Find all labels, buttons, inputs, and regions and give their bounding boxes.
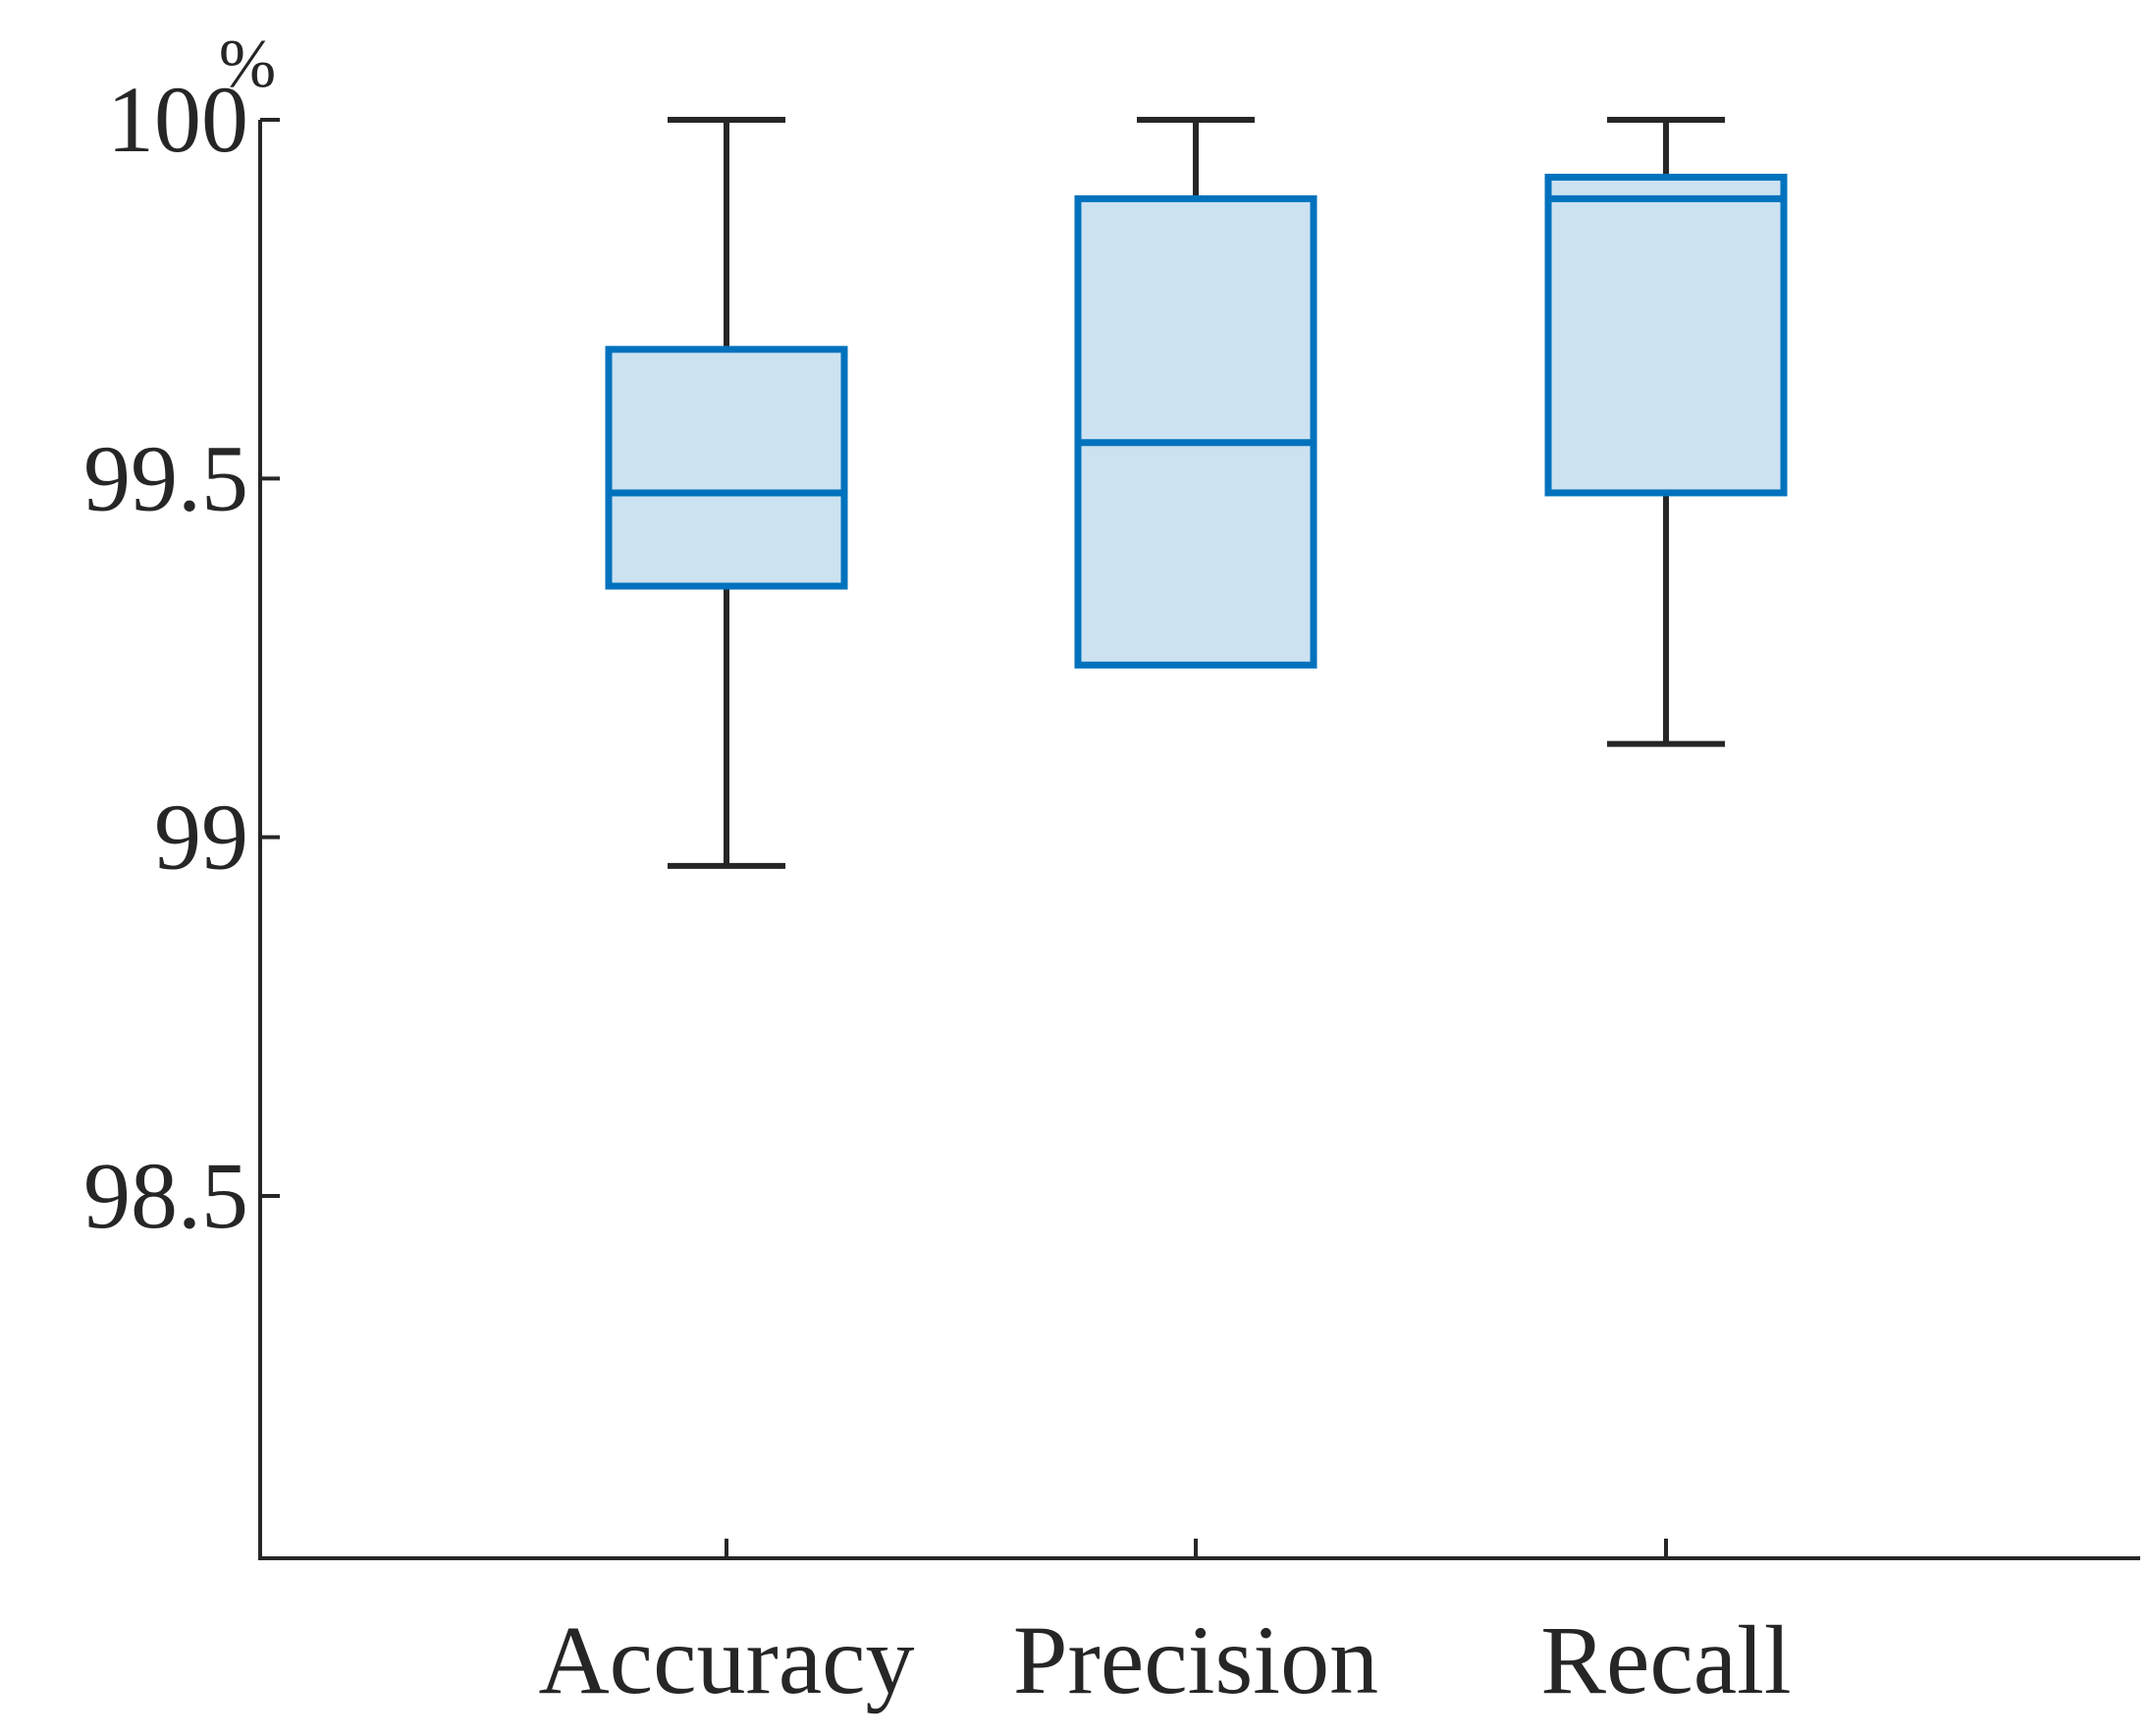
x-tick-label: Precision — [1013, 1605, 1378, 1714]
y-tick-label: 100 — [107, 67, 248, 172]
y-unit-label: % — [219, 27, 276, 102]
box-accuracy — [605, 117, 848, 869]
box-recall — [1544, 117, 1788, 747]
y-tick-label: 99 — [154, 785, 248, 890]
x-tick-label: Recall — [1540, 1605, 1791, 1714]
x-tick-label: Accuracy — [538, 1605, 914, 1714]
box-precision — [1074, 117, 1317, 669]
iqr-box — [605, 346, 848, 590]
y-tick-label: 98.5 — [83, 1143, 248, 1248]
boxes — [605, 117, 1788, 869]
x-ticks: Accuracy Precision Recall — [538, 1539, 1792, 1714]
y-tick-label: 99.5 — [83, 425, 248, 530]
iqr-box — [1074, 194, 1317, 669]
y-ticks: 98.5 99 99.5 100 — [83, 67, 280, 1248]
iqr-box — [1544, 173, 1788, 497]
